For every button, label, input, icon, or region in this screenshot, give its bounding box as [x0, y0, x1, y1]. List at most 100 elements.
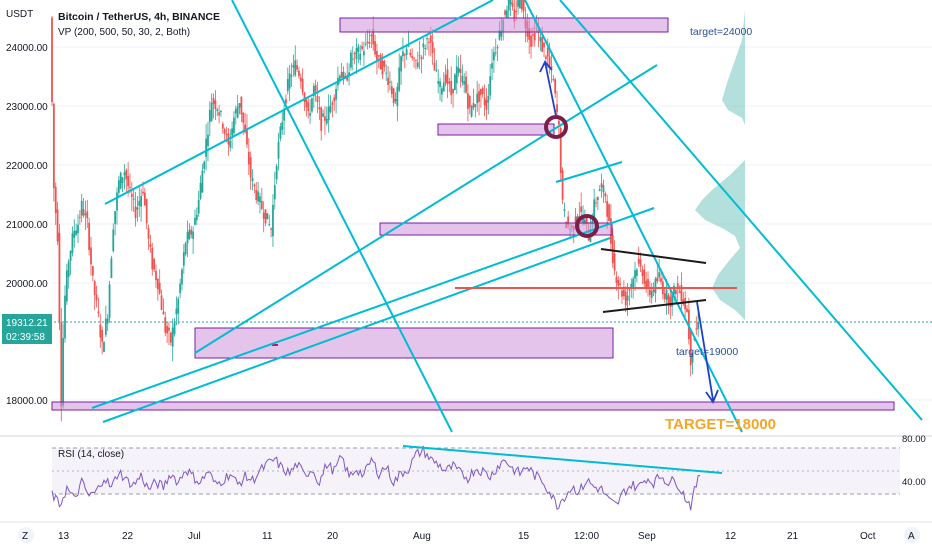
arrow-down-head	[705, 389, 719, 404]
arrow-up-head	[539, 60, 553, 73]
candle-body	[387, 77, 389, 86]
candle-body	[322, 113, 324, 117]
candle-body	[580, 206, 583, 213]
candle-body	[288, 73, 291, 89]
candle-body	[546, 47, 549, 57]
candle-body	[233, 117, 235, 134]
candle-body	[504, 10, 506, 15]
y-tick-label: 18000.00	[6, 396, 48, 407]
candle-body	[400, 56, 402, 72]
candle-body	[225, 134, 228, 136]
candle-body	[117, 180, 120, 193]
candle-body	[296, 65, 298, 70]
arrow-down-line	[696, 301, 714, 401]
candle-body	[628, 289, 631, 291]
candle-body	[299, 77, 302, 82]
candle-body	[221, 123, 224, 129]
candle-body	[613, 253, 616, 271]
candle-body	[428, 41, 430, 43]
candle-body	[658, 272, 661, 278]
candle-body	[539, 36, 542, 42]
candle-body	[372, 28, 375, 45]
candle-body	[602, 185, 605, 193]
price-axis[interactable]: 24000.00 23000.00 22000.00 21000.00 2000…	[6, 43, 48, 407]
candle-body	[73, 230, 76, 238]
candle-body	[650, 291, 653, 298]
candle-body	[444, 74, 447, 84]
candle-body	[439, 81, 441, 87]
zoom-toggle[interactable]: Z	[18, 527, 34, 543]
candle-body	[199, 182, 202, 199]
candle-body	[582, 217, 584, 223]
candle-body	[331, 102, 334, 105]
candle-body	[121, 177, 124, 184]
candle-body	[197, 199, 200, 214]
x-tick-label: 21	[787, 531, 799, 542]
candle-body	[528, 28, 531, 40]
candle-body	[548, 56, 551, 66]
candle-body	[619, 283, 622, 285]
candle-body	[441, 88, 443, 95]
candle-body	[463, 81, 466, 85]
candle-body	[550, 65, 553, 69]
candle-body	[639, 259, 642, 267]
candle-body	[517, 0, 519, 7]
indicator-vp-label: VP (200, 500, 50, 30, 2, Both)	[58, 27, 190, 38]
candle-body	[207, 134, 209, 147]
candle-body	[364, 43, 367, 45]
candle-body	[402, 51, 404, 57]
candle-body	[617, 279, 620, 286]
candle-body	[390, 86, 393, 94]
candle-body	[674, 290, 677, 294]
candle-body	[583, 219, 586, 224]
price-badge-countdown: 02:39:58	[6, 332, 45, 343]
candle-body	[396, 86, 399, 107]
candle-body	[621, 290, 623, 297]
candle-body	[405, 49, 408, 55]
x-tick-label: Oct	[860, 531, 876, 542]
candle-body	[413, 58, 415, 60]
candle-body	[585, 216, 588, 225]
candle-body	[318, 107, 321, 110]
candle-body	[307, 102, 310, 111]
zoom-toggle-label: Z	[22, 531, 28, 542]
candle-body	[491, 63, 493, 69]
candle-body	[652, 289, 655, 292]
candle-body	[596, 197, 599, 201]
candle-body	[448, 81, 451, 84]
candle-body	[684, 297, 687, 310]
y-tick-label: 24000.00	[6, 43, 48, 54]
candle-body	[127, 176, 130, 187]
candle-body	[359, 53, 362, 60]
candle-body	[415, 59, 417, 61]
candle-body	[80, 200, 83, 216]
candle-body	[175, 308, 178, 315]
x-tick-label: 20	[327, 531, 339, 542]
candle-body	[363, 51, 365, 56]
candle-body	[272, 204, 274, 237]
candle-body	[485, 100, 488, 110]
time-axis[interactable]: 13 22 Jul 11 20 Aug 15 12:00 Sep 12 21 O…	[58, 531, 876, 542]
candle-body	[138, 200, 141, 206]
candle-body	[357, 46, 360, 52]
candle-body	[240, 96, 243, 115]
y-tick-label: 23000.00	[6, 102, 48, 113]
candle-body	[78, 216, 81, 218]
volume-profile	[695, 10, 745, 320]
candle-body	[247, 151, 250, 165]
candle-body	[346, 75, 349, 81]
candle-body	[663, 293, 666, 300]
candle-body	[476, 93, 479, 104]
candle-body	[305, 99, 308, 108]
candle-body	[350, 52, 352, 68]
auto-scale-toggle[interactable]: A	[904, 527, 920, 543]
candle-body	[51, 17, 53, 102]
x-tick-label: 15	[518, 531, 530, 542]
candle-body	[351, 58, 354, 60]
candle-body	[158, 282, 161, 294]
candle-body	[231, 128, 234, 136]
candle-body	[303, 93, 306, 102]
y-tick-label: 21000.00	[6, 220, 48, 231]
candle-body	[518, 0, 521, 9]
